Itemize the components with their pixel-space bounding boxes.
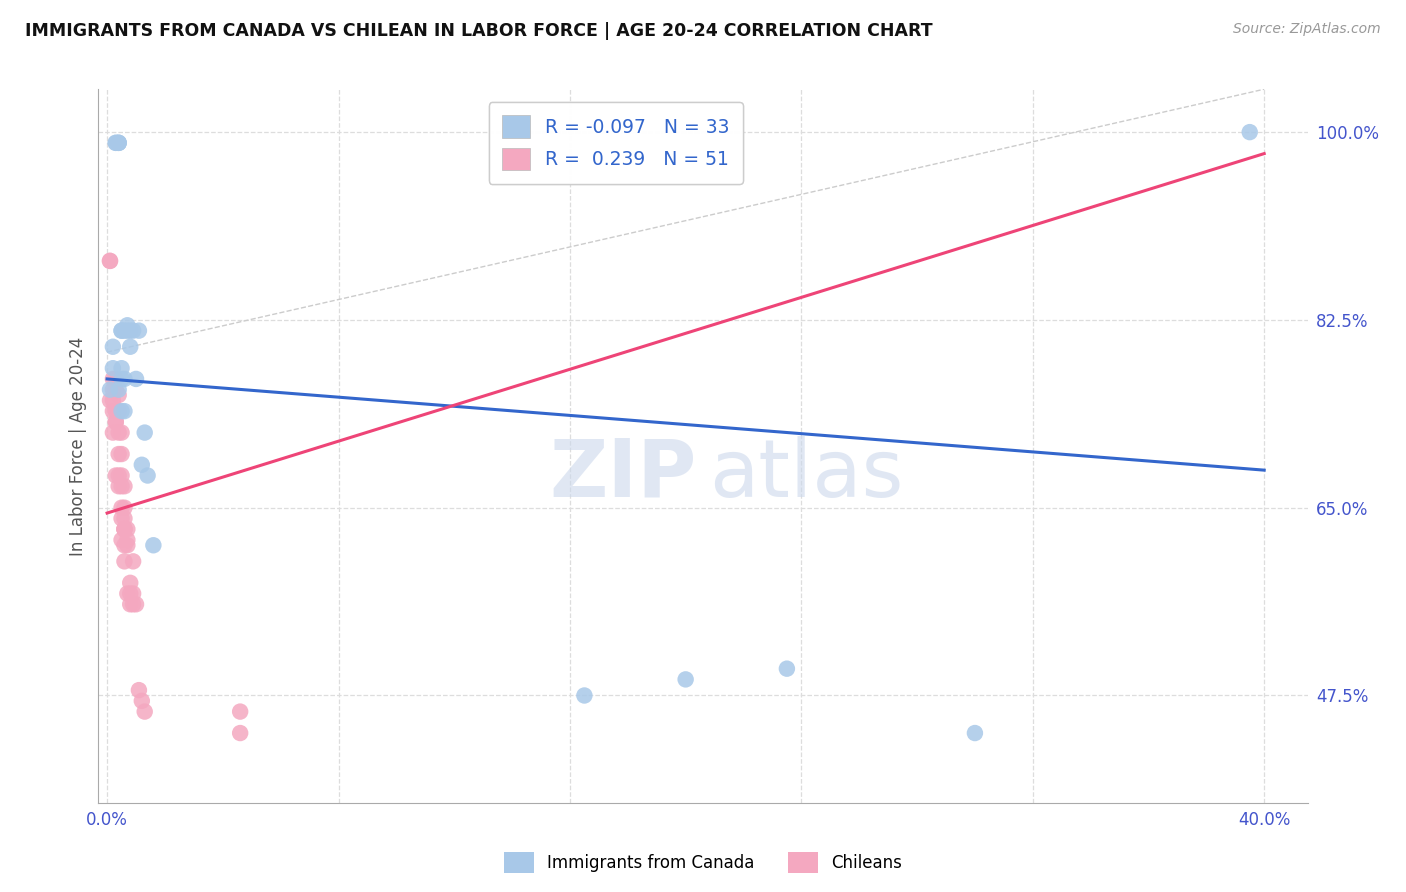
Point [114,324,136,338]
Point [104,136,127,150]
Point [122,324,145,338]
Point [101,383,124,397]
Point [107,388,129,402]
Point [110,372,132,386]
Point [114,554,136,568]
Y-axis label: In Labor Force | Age 20-24: In Labor Force | Age 20-24 [69,336,87,556]
Point [98,253,121,268]
Point [107,447,129,461]
Point [574,689,596,703]
Point [120,324,142,338]
Point [110,361,132,376]
Text: IMMIGRANTS FROM CANADA VS CHILEAN IN LABOR FORCE | AGE 20-24 CORRELATION CHART: IMMIGRANTS FROM CANADA VS CHILEAN IN LAB… [25,22,934,40]
Point [101,404,124,418]
Point [98,383,121,397]
Point [107,136,129,150]
Point [110,479,132,493]
Point [104,372,127,386]
Point [110,425,132,440]
Legend: R = -0.097   N = 33, R =  0.239   N = 51: R = -0.097 N = 33, R = 0.239 N = 51 [489,103,742,184]
Point [110,324,132,338]
Point [117,522,139,536]
Point [104,468,127,483]
Point [131,694,153,708]
Legend: Immigrants from Canada, Chileans: Immigrants from Canada, Chileans [498,846,908,880]
Point [117,318,139,333]
Point [114,522,136,536]
Point [117,324,139,338]
Point [104,415,127,429]
Point [776,662,799,676]
Text: atlas: atlas [709,435,904,514]
Point [114,522,136,536]
Text: Source: ZipAtlas.com: Source: ZipAtlas.com [1233,22,1381,37]
Point [114,500,136,515]
Point [110,533,132,547]
Point [134,425,156,440]
Point [136,468,159,483]
Point [120,597,142,611]
Point [963,726,986,740]
Point [120,586,142,600]
Point [142,538,165,552]
Point [131,458,153,472]
Point [114,522,136,536]
Point [110,468,132,483]
Point [229,726,252,740]
Point [122,586,145,600]
Point [117,586,139,600]
Point [125,372,148,386]
Point [229,705,252,719]
Point [98,253,121,268]
Point [107,425,129,440]
Point [122,597,145,611]
Point [107,404,129,418]
Point [117,538,139,552]
Point [122,554,145,568]
Point [107,479,129,493]
Point [114,404,136,418]
Point [101,372,124,386]
Point [120,575,142,590]
Point [110,500,132,515]
Point [101,393,124,408]
Point [128,324,150,338]
Point [110,511,132,525]
Point [114,372,136,386]
Point [110,447,132,461]
Point [675,673,697,687]
Point [107,136,129,150]
Text: ZIP: ZIP [550,435,697,514]
Point [101,340,124,354]
Point [104,404,127,418]
Point [110,404,132,418]
Point [114,538,136,552]
Point [104,415,127,429]
Point [110,324,132,338]
Point [104,383,127,397]
Point [120,340,142,354]
Point [101,425,124,440]
Point [134,705,156,719]
Point [98,393,121,408]
Point [114,511,136,525]
Point [107,468,129,483]
Point [128,683,150,698]
Point [1239,125,1261,139]
Point [114,479,136,493]
Point [104,136,127,150]
Point [117,533,139,547]
Point [107,383,129,397]
Point [101,361,124,376]
Point [125,597,148,611]
Point [107,136,129,150]
